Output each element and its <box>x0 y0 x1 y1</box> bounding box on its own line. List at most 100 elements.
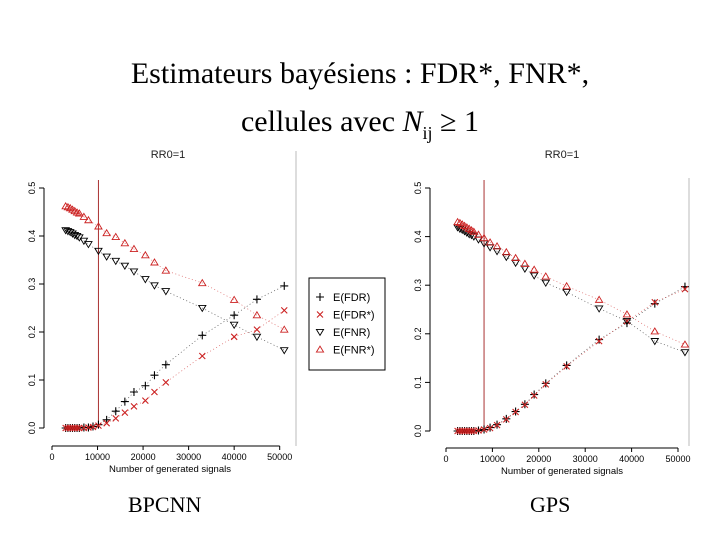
data-point <box>230 311 239 320</box>
data-point <box>562 281 572 290</box>
data-point <box>79 212 89 220</box>
data-point <box>512 408 519 416</box>
data-point <box>650 338 660 346</box>
data-point <box>162 379 170 386</box>
data-point <box>161 288 171 296</box>
data-point <box>541 272 551 280</box>
y-tick-label: 0.2 <box>413 328 423 341</box>
data-point <box>511 253 520 262</box>
data-point <box>279 325 289 333</box>
x-tick-label: 0 <box>49 452 54 462</box>
data-point <box>150 371 159 380</box>
data-point <box>486 424 494 432</box>
y-tick-label: 0.1 <box>413 376 423 389</box>
data-point <box>280 307 288 314</box>
series-line <box>457 288 686 432</box>
y-tick-label: 0.3 <box>27 278 37 291</box>
x-tick-label: 30000 <box>573 454 598 464</box>
series-line <box>65 205 285 330</box>
y-tick-label: 0.4 <box>413 230 423 243</box>
slide-title-line2: cellules avec Nij ≥ 1 <box>0 104 720 143</box>
data-point <box>542 380 550 388</box>
data-point <box>563 362 571 370</box>
data-point <box>111 407 120 416</box>
data-point <box>474 230 483 238</box>
chart-title: RR0=1 <box>151 149 186 161</box>
slide-title-line1: Estimateurs bayésiens : FDR*, FNR*, <box>130 57 590 90</box>
series-line <box>457 227 686 353</box>
data-point <box>73 424 81 432</box>
data-point <box>94 222 103 230</box>
series-line <box>457 286 686 432</box>
data-point <box>280 281 289 290</box>
x-tick-label: 10000 <box>480 454 505 464</box>
data-point <box>623 317 631 325</box>
data-point <box>453 217 462 226</box>
y-tick-label: 0.0 <box>27 422 37 435</box>
data-point <box>520 265 530 273</box>
data-point <box>111 232 121 241</box>
data-point <box>252 295 261 304</box>
data-point <box>121 409 129 417</box>
data-point <box>594 295 604 303</box>
x-tick-label: 30000 <box>176 452 201 462</box>
data-point <box>252 333 262 342</box>
data-point <box>651 298 659 306</box>
label-bpcnn: BPCNN <box>128 492 202 517</box>
data-point <box>501 253 511 262</box>
data-point <box>198 352 206 360</box>
data-point <box>111 257 121 266</box>
data-point <box>63 202 73 211</box>
data-point <box>61 201 71 210</box>
x-tick-label: 40000 <box>222 452 247 462</box>
data-point <box>84 241 93 249</box>
data-point <box>161 360 170 369</box>
data-point <box>475 427 482 434</box>
data-point <box>94 247 103 256</box>
series-efnr-star <box>453 217 690 348</box>
title-subscript: ij <box>422 123 433 143</box>
data-point <box>622 310 632 318</box>
data-point <box>197 278 207 287</box>
series-line <box>457 221 686 345</box>
data-point <box>198 331 207 340</box>
data-point <box>140 276 150 284</box>
data-point <box>150 282 159 290</box>
data-point <box>562 288 572 297</box>
data-point <box>141 381 150 390</box>
y-tick-label: 0.3 <box>413 279 423 292</box>
chart-panel-gps: RR0=1 0.0 0.1 0.2 0.3 0.4 0.5 0 10000 20000 30000 4… <box>413 149 691 477</box>
data-point <box>72 208 82 216</box>
series-efdr <box>61 281 289 432</box>
data-point <box>562 361 571 370</box>
data-point <box>102 253 112 261</box>
series-efdr <box>453 282 689 435</box>
data-point <box>129 244 139 253</box>
data-point <box>681 285 689 293</box>
x-tick-label: 20000 <box>526 454 551 464</box>
x-tick-label: 20000 <box>131 452 156 462</box>
data-point <box>650 327 660 335</box>
x-tick-label: 0 <box>443 454 448 464</box>
x-tick-label: 50000 <box>267 452 292 462</box>
data-point <box>521 401 529 409</box>
data-point <box>479 233 489 242</box>
data-point <box>229 321 239 330</box>
data-point <box>150 258 159 266</box>
data-point <box>229 295 239 303</box>
data-point <box>112 415 120 422</box>
data-point <box>89 423 97 431</box>
title-suffix: ≥ 1 <box>432 105 480 138</box>
data-point <box>530 392 538 399</box>
data-point <box>650 299 659 308</box>
data-point <box>279 347 289 355</box>
series-efnr <box>453 224 690 357</box>
x-axis-label: Number of generated signals <box>501 466 623 477</box>
data-point <box>541 279 551 288</box>
data-point <box>252 310 262 319</box>
series-efdr-star <box>62 307 288 432</box>
data-point <box>480 426 488 433</box>
data-point <box>129 388 138 396</box>
data-point <box>72 232 82 241</box>
series-line <box>65 310 285 429</box>
